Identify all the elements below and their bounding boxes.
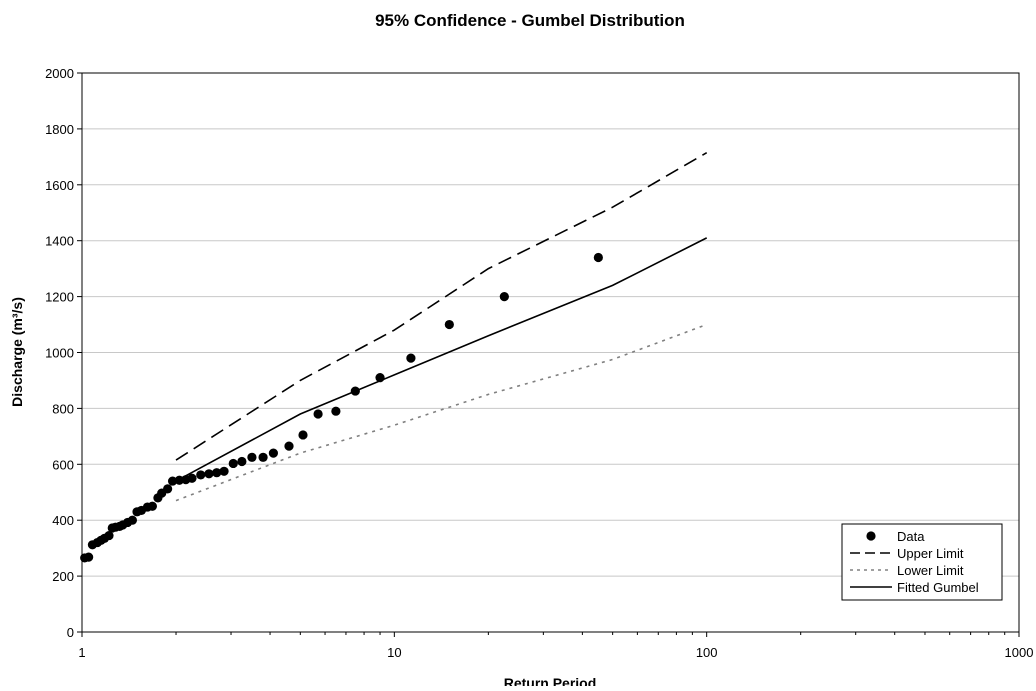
data-point	[84, 552, 94, 562]
legend-swatch	[866, 531, 876, 541]
data-point	[258, 452, 268, 462]
x-tick-label: 1000	[1005, 645, 1034, 660]
x-tick-label: 1	[78, 645, 85, 660]
series-line-lower-limit	[175, 323, 707, 502]
y-tick-label: 1200	[45, 290, 74, 305]
series-layer	[80, 152, 708, 563]
data-point	[228, 458, 238, 469]
series-line-fitted-gumbel	[175, 237, 708, 482]
y-tick-label: 0	[67, 625, 74, 640]
data-point	[127, 515, 138, 525]
y-tick-label: 1000	[45, 346, 74, 361]
data-point	[196, 470, 206, 480]
data-point	[163, 484, 173, 494]
legend-label: Upper Limit	[897, 546, 964, 561]
series-line-upper-limit	[175, 152, 708, 461]
data-point	[444, 319, 454, 330]
y-tick-label: 800	[52, 401, 74, 416]
x-axis-title: Return Period	[504, 675, 597, 686]
data-point	[298, 430, 308, 440]
data-point	[167, 476, 178, 486]
data-point	[104, 530, 114, 541]
y-tick-label: 1800	[45, 122, 74, 137]
data-point	[237, 456, 247, 467]
y-tick-label: 1400	[45, 234, 74, 249]
x-tick-label: 100	[696, 645, 718, 660]
legend-label: Fitted Gumbel	[897, 580, 979, 595]
data-point	[313, 409, 323, 419]
y-axis-ticks: 0 200 400 600 800 1000 1200 1400 1600 1800 2000	[45, 66, 82, 640]
data-point	[268, 448, 278, 458]
legend-items: Data Upper Limit Lower Limit Fitted Gumbel	[850, 529, 979, 595]
y-tick-label: 2000	[45, 66, 74, 81]
data-point	[499, 292, 509, 302]
legend-label: Lower Limit	[897, 563, 964, 578]
x-tick-label: 10	[387, 645, 401, 660]
data-point	[219, 466, 229, 476]
y-tick-label: 600	[52, 457, 74, 472]
data-point	[406, 353, 416, 363]
legend-label: Data	[897, 529, 925, 544]
data-point	[593, 252, 603, 263]
data-point	[187, 473, 197, 483]
data-point	[284, 441, 294, 451]
y-tick-label: 400	[52, 513, 74, 528]
y-axis-title: Discharge (m³/s)	[9, 297, 25, 407]
data-point	[212, 468, 222, 478]
y-tick-label: 1600	[45, 178, 74, 193]
legend: Data Upper Limit Lower Limit Fitted Gumbel	[841, 523, 1003, 601]
data-point	[147, 501, 157, 511]
grid-layer	[82, 128, 1019, 577]
data-point	[247, 452, 257, 462]
data-point	[331, 406, 341, 416]
chart-title: 95% Confidence - Gumbel Distribution	[375, 11, 685, 30]
data-point	[204, 469, 214, 479]
y-tick-label: 200	[52, 569, 74, 584]
x-axis-ticks: 1 10 100 1000	[78, 632, 1033, 660]
